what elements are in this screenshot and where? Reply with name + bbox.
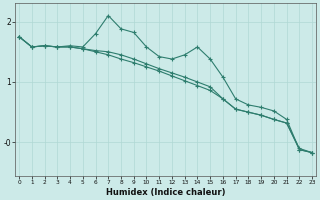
X-axis label: Humidex (Indice chaleur): Humidex (Indice chaleur)	[106, 188, 225, 197]
